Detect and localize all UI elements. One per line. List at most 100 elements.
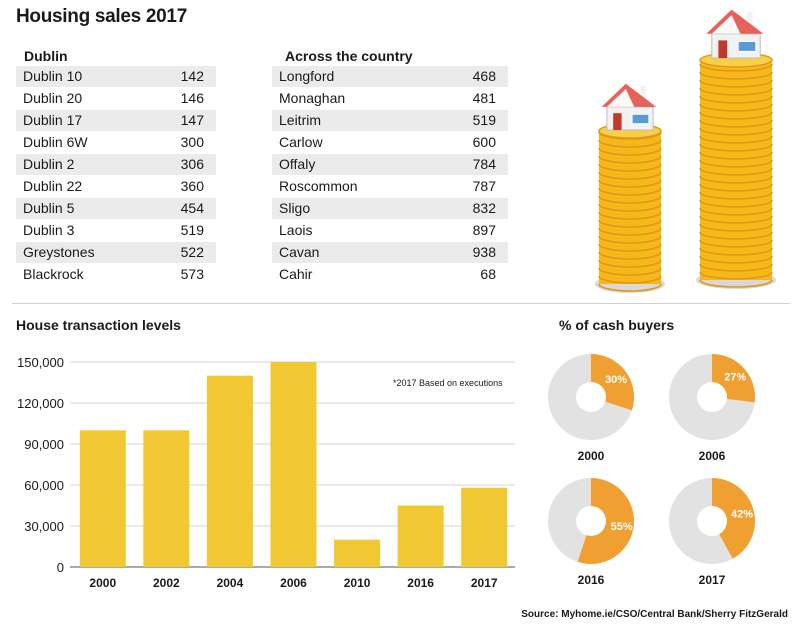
table-row: Dublin 22 360 <box>16 176 216 197</box>
bar-chart-title: House transaction levels <box>16 317 181 333</box>
country-sales-value: 938 <box>472 244 496 260</box>
table-row: Cavan 938 <box>272 242 508 263</box>
dublin-area-name: Dublin 6W <box>23 134 88 150</box>
country-sales-value: 784 <box>472 156 496 172</box>
x-tick-label: 2006 <box>280 576 307 590</box>
table-row: Monaghan 481 <box>272 88 508 109</box>
donut-percent-label: 30% <box>605 374 627 386</box>
cash-buyers-donuts: 30% 2000 27% 2006 55% 2016 42% 2017 <box>548 354 755 587</box>
bars <box>79 362 508 567</box>
dublin-sales-value: 300 <box>180 134 204 150</box>
y-tick-label: 60,000 <box>24 478 64 493</box>
x-tick-label: 2016 <box>407 576 434 590</box>
table-row: Dublin 10 142 <box>16 66 216 87</box>
country-area-name: Carlow <box>279 134 323 150</box>
x-tick-label: 2004 <box>217 576 244 590</box>
bar-2010 <box>334 539 381 567</box>
table-row: Dublin 6W 300 <box>16 132 216 153</box>
country-area-name: Laois <box>279 222 313 238</box>
dublin-area-name: Dublin 22 <box>23 178 83 194</box>
dublin-area-name: Dublin 5 <box>23 200 75 216</box>
bar-2002 <box>143 430 190 567</box>
country-area-name: Sligo <box>279 200 311 216</box>
donut-percent-label: 42% <box>731 508 753 520</box>
bar-2000 <box>79 430 126 567</box>
dublin-area-name: Greystones <box>23 244 95 260</box>
dublin-sales-value: 573 <box>180 266 204 282</box>
source-note: Source: Myhome.ie/CSO/Central Bank/Sherr… <box>521 609 788 620</box>
country-sales-value: 68 <box>480 266 496 282</box>
country-heading: Across the country <box>285 48 413 64</box>
table-row: Carlow 600 <box>272 132 508 153</box>
dublin-area-name: Dublin 2 <box>23 156 75 172</box>
country-sales-value: 787 <box>472 178 496 194</box>
dublin-sales-value: 360 <box>180 178 204 194</box>
cash-share-segment <box>712 478 755 559</box>
dublin-heading: Dublin <box>24 48 68 64</box>
country-area-name: Monaghan <box>279 90 346 106</box>
x-axis-ticks: 2000 2002 2004 2006 2010 2016 2017 <box>89 576 497 590</box>
country-area-name: Leitrim <box>279 112 322 128</box>
donut-2006: 27% 2006 <box>669 354 755 463</box>
table-row: Dublin 2 306 <box>16 154 216 175</box>
dublin-area-name: Dublin 20 <box>23 90 83 106</box>
table-row: Dublin 5 454 <box>16 198 216 219</box>
country-area-name: Cahir <box>279 266 313 282</box>
bar-2016 <box>397 505 444 567</box>
dublin-sales-value: 142 <box>180 68 204 84</box>
country-sales-value: 468 <box>472 68 496 84</box>
donut-percent-label: 55% <box>611 521 633 533</box>
dublin-sales-value: 306 <box>180 156 204 172</box>
country-sales-value: 600 <box>472 134 496 150</box>
donut-2017: 42% 2017 <box>669 478 755 587</box>
country-area-name: Offaly <box>279 156 316 172</box>
bar-2004 <box>206 375 253 567</box>
section-divider <box>12 303 790 304</box>
country-area-name: Roscommon <box>279 178 358 194</box>
x-tick-label: 2010 <box>344 576 371 590</box>
donut-2000: 30% 2000 <box>548 354 634 463</box>
country-sales-value: 519 <box>472 112 496 128</box>
y-tick-label: 30,000 <box>24 519 64 534</box>
y-tick-label: 90,000 <box>24 437 64 452</box>
y-tick-label: 120,000 <box>17 396 64 411</box>
dublin-sales-value: 522 <box>180 244 204 260</box>
page-title: Housing sales 2017 <box>16 6 187 27</box>
house-icon-small <box>601 83 657 131</box>
country-area-name: Longford <box>279 68 335 84</box>
y-axis-ticks: 150,000 120,000 90,000 60,000 30,000 0 <box>17 355 64 575</box>
dublin-sales-value: 454 <box>180 200 204 216</box>
table-row: Leitrim 519 <box>272 110 508 131</box>
donut-year-label: 2000 <box>578 449 605 463</box>
table-row: Offaly 784 <box>272 154 508 175</box>
table-row: Laois 897 <box>272 220 508 241</box>
dublin-area-name: Dublin 3 <box>23 222 75 238</box>
cash-share-segment <box>712 354 755 403</box>
table-row: Longford 468 <box>272 66 508 87</box>
cash-share-segment <box>577 478 634 564</box>
dublin-area-name: Dublin 10 <box>23 68 83 84</box>
chart-annotation: *2017 Based on executions <box>393 378 503 388</box>
dublin-sales-value: 519 <box>180 222 204 238</box>
table-row: Blackrock 573 <box>16 264 216 285</box>
country-sales-value: 832 <box>472 200 496 216</box>
table-row: Cahir 68 <box>272 264 508 285</box>
donut-percent-label: 27% <box>724 371 746 383</box>
table-row: Roscommon 787 <box>272 176 508 197</box>
coin-stack-large <box>696 52 776 289</box>
dublin-sales-value: 147 <box>180 112 204 128</box>
house-icon-large <box>706 9 764 59</box>
donut-2016: 55% 2016 <box>548 478 634 587</box>
cash-share-segment <box>591 354 634 411</box>
table-row: Dublin 3 519 <box>16 220 216 241</box>
donut-year-label: 2017 <box>699 573 726 587</box>
table-row: Dublin 20 146 <box>16 88 216 109</box>
donut-year-label: 2016 <box>578 573 605 587</box>
donut-year-label: 2006 <box>699 449 726 463</box>
dublin-sales-value: 146 <box>180 90 204 106</box>
country-sales-value: 897 <box>472 222 496 238</box>
table-row: Sligo 832 <box>272 198 508 219</box>
dublin-area-name: Blackrock <box>23 266 84 282</box>
table-row: Dublin 17 147 <box>16 110 216 131</box>
country-area-name: Cavan <box>279 244 320 260</box>
